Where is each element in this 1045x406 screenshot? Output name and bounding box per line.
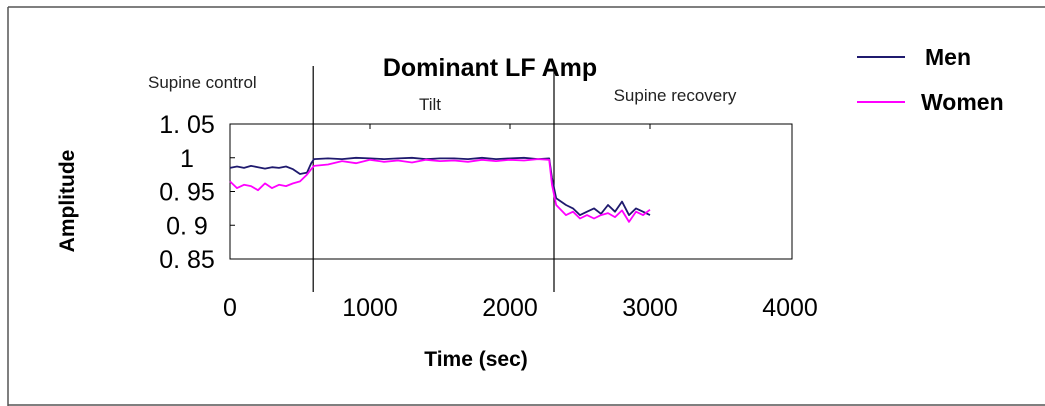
phase-label: Supine control: [148, 73, 257, 92]
y-tick-label: 1: [180, 145, 194, 173]
x-tick-label: 4000: [762, 294, 818, 322]
x-tick-label: 1000: [342, 294, 398, 322]
legend: Men Women: [857, 44, 1004, 115]
y-tick-label: 0. 9: [166, 212, 208, 240]
series-line-women: [229, 158, 651, 223]
series-lines: [229, 156, 651, 223]
plot-area: [229, 123, 793, 260]
x-tick-label: 3000: [622, 294, 678, 322]
phase-label: Supine recovery: [614, 86, 737, 105]
x-axis-label: Time (sec): [424, 348, 528, 371]
x-tick-label: 0: [223, 294, 237, 322]
y-tick-labels: 1. 05 1 0. 95 0. 9 0. 85: [159, 111, 235, 274]
legend-label: Women: [921, 89, 1004, 115]
phase-label: Tilt: [419, 95, 441, 114]
phase-boundaries: [312, 66, 555, 292]
y-tick-label: 0. 95: [159, 179, 215, 207]
x-tick-labels: 0 1000 2000 3000 4000: [223, 124, 818, 322]
phase-labels: Supine control Tilt Supine recovery: [148, 73, 737, 114]
y-axis-label: Amplitude: [56, 150, 79, 253]
chart-title: Dominant LF Amp: [383, 54, 597, 82]
y-tick-label: 1. 05: [159, 111, 215, 139]
x-tick-label: 2000: [482, 294, 538, 322]
y-tick-label: 0. 85: [159, 246, 215, 274]
legend-label: Men: [925, 44, 971, 70]
series-line-men: [229, 156, 651, 217]
